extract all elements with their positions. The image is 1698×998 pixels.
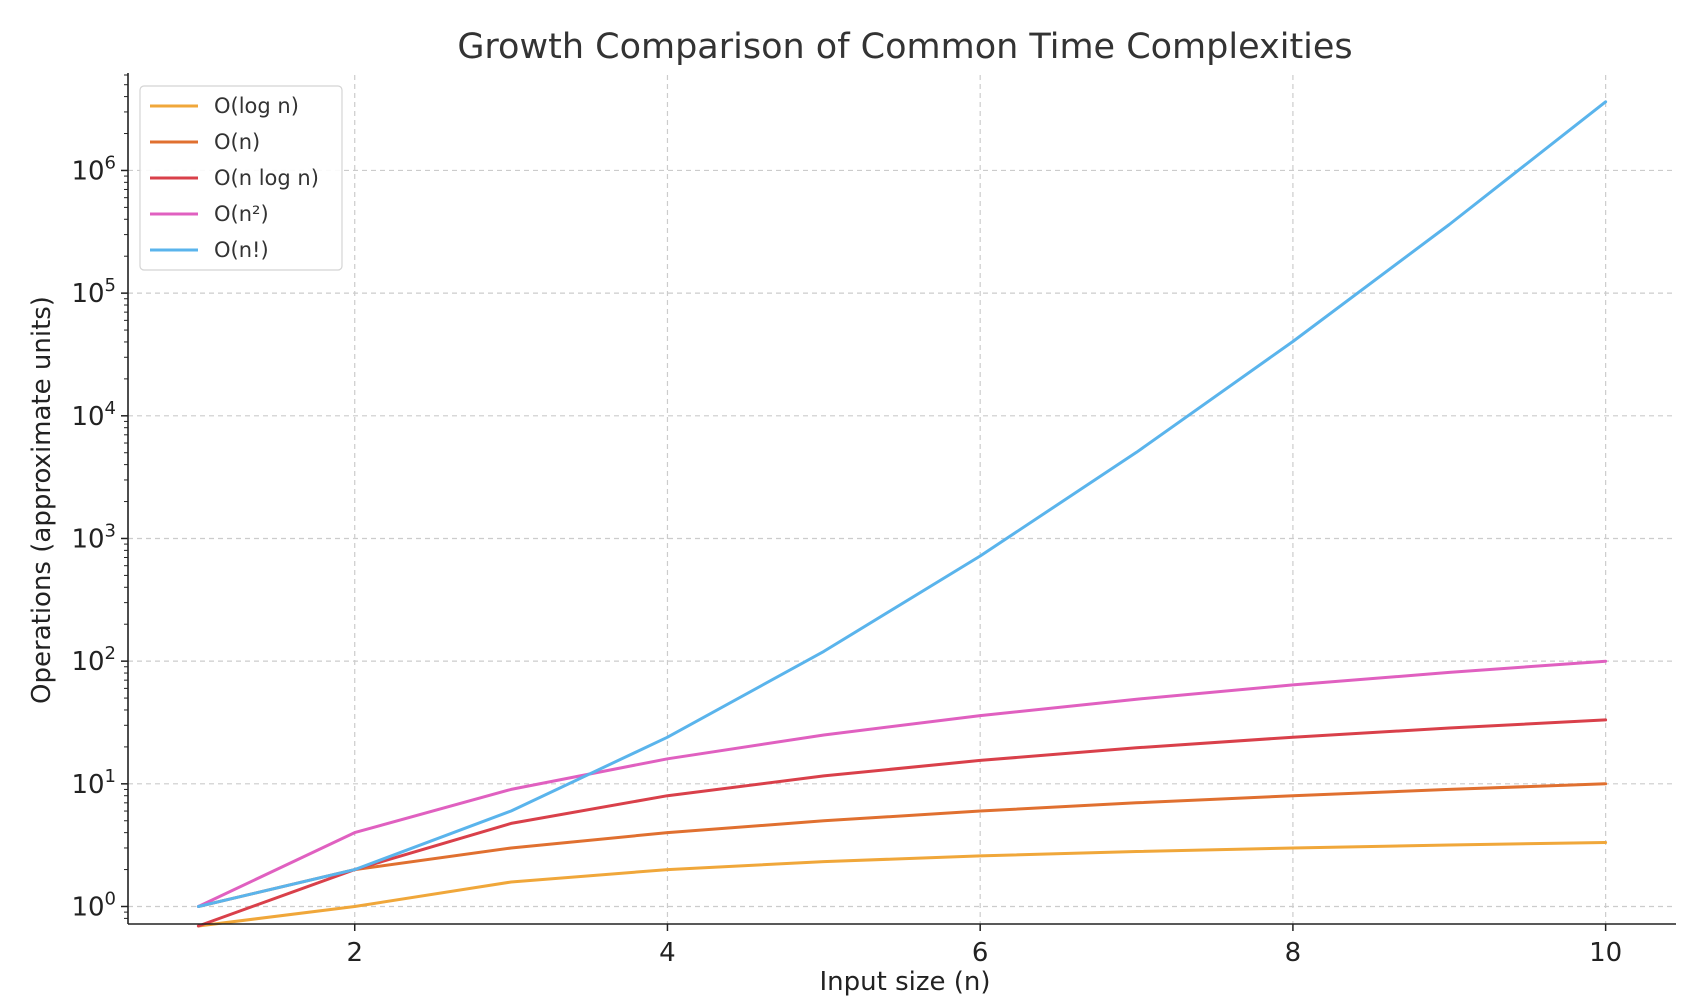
x-tick-label: 6 (972, 938, 989, 968)
legend-label: O(n) (214, 130, 260, 154)
series-lines (196, 100, 1608, 928)
axes (127, 73, 1676, 925)
y-tick-label: 105 (71, 275, 116, 309)
series-line (196, 841, 1608, 928)
y-ticks: 100 101 102 103 104 105 106 (71, 74, 128, 922)
series-line (196, 100, 1608, 908)
x-tick-label: 10 (1589, 938, 1622, 968)
chart-title: Growth Comparison of Common Time Complex… (457, 27, 1352, 67)
legend-box (139, 85, 343, 271)
grid (128, 75, 1676, 924)
y-tick-label: 102 (71, 643, 116, 677)
legend-label: O(n²) (214, 202, 269, 226)
x-tick-label: 4 (659, 938, 676, 968)
y-tick-label: 101 (71, 766, 116, 800)
legend-label: O(log n) (214, 94, 299, 118)
y-tick-label: 103 (71, 520, 116, 554)
x-tick-label: 8 (1285, 938, 1302, 968)
legend: O(log n) O(n) O(n log n) O(n²) O(n!) (139, 85, 343, 271)
legend-label: O(n!) (214, 238, 269, 262)
y-tick-label: 100 (71, 888, 116, 922)
legend-label: O(n log n) (214, 166, 319, 190)
x-axis-label: Input size (n) (819, 967, 990, 997)
y-tick-label: 104 (71, 398, 116, 432)
x-ticks: 2 4 6 8 10 (346, 924, 1622, 968)
y-axis-label: Operations (approximate units) (27, 296, 57, 704)
y-tick-label: 106 (71, 152, 116, 186)
x-tick-label: 2 (346, 938, 363, 968)
series-line (196, 718, 1608, 928)
series-line (196, 782, 1608, 908)
series-line (196, 659, 1608, 908)
